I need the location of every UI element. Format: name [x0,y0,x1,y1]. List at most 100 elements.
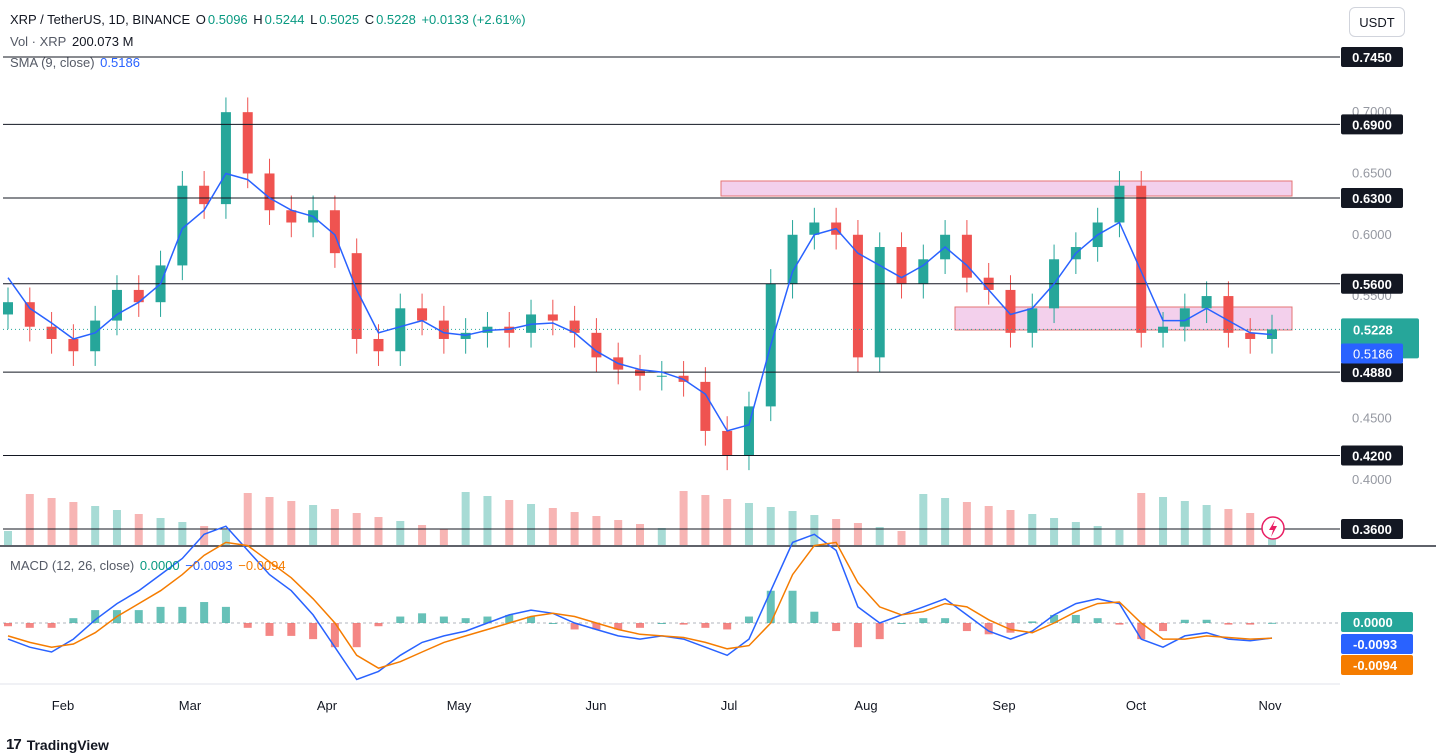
brand-name: TradingView [26,736,109,753]
macd-histogram-bar [221,606,230,623]
macd-histogram-bar [657,623,666,624]
low-value: 0.5025 [319,12,360,27]
level-badge [1341,519,1403,539]
volume-bar [548,508,557,545]
volume-bar [1159,497,1168,545]
quote-currency-button[interactable]: USDT [1349,7,1405,37]
candle-body [591,332,602,358]
volume-bar [396,521,405,545]
macd-histogram-bar [832,623,841,632]
candle-body [1223,296,1234,333]
macd-histogram-bar [265,623,274,636]
macd-histogram-bar [439,616,448,623]
volume-bar [679,491,688,545]
macd-label: MACD (12, 26, close) [10,558,135,573]
level-badge-label: 0.7450 [1352,50,1392,65]
macd-histogram-bar [1071,614,1080,623]
macd-histogram-bar [178,606,187,623]
volume-bar [4,531,12,545]
time-axis-label: Mar [179,698,202,713]
candle-body [68,338,79,352]
low-label: L [310,12,318,27]
tradingview-brand[interactable]: 17 TradingView [6,736,109,753]
volume-bar [614,520,623,545]
volume-bar [744,503,753,545]
candle-body [743,406,754,456]
symbol-header: XRP / TetherUS, 1D, BINANCE O 0.5096 H 0.5… [10,12,528,27]
macd-histogram-bar [810,611,819,623]
candle-body [635,369,645,376]
candle-body [547,314,558,321]
macd-histogram-bar [701,623,710,628]
volume-bar [592,516,601,545]
macd-histogram-bar [723,623,732,630]
sma-value: 0.5186 [100,55,140,70]
volume-bar [1180,501,1189,545]
candle-body [918,259,929,284]
macd-histogram-bar [919,618,928,623]
macd-histogram-bar [962,623,971,632]
volume-legend: Vol · XRP 200.073 M [10,34,135,49]
volume-bar [439,529,448,545]
time-axis-label: Feb [52,698,74,713]
volume-bar [723,499,732,545]
volume-bar [636,524,644,545]
volume-bar [200,526,209,545]
candle-body [852,234,863,358]
macd-histogram-bar [788,590,797,623]
level-badge [1341,114,1403,135]
candle-body [809,222,820,235]
candle-body [220,112,231,205]
macd-legend: MACD (12, 26, close) 0.0000 −0.0093 −0.0… [10,558,288,573]
candle-body [1027,308,1038,333]
open-label: O [195,12,206,27]
macd-histogram-bar [156,606,165,623]
volume-bar [25,494,34,545]
candle-body [417,308,428,321]
time-axis-label: Oct [1126,698,1147,713]
volume-bar [810,515,819,545]
candle-body [177,185,188,266]
candle-body [1114,185,1125,223]
volume-bar [832,519,841,545]
macd-histogram-bar [461,618,470,623]
macd-value-badge-label: -0.0093 [1353,637,1397,652]
level-badge [1341,187,1403,208]
candle-body [1201,296,1212,309]
volume-bar [330,509,339,545]
candle-body [3,302,13,315]
macd-histogram-bar [396,616,405,623]
volume-bar [505,500,514,545]
volume-bar [875,527,884,545]
macd-histogram-bar [1028,621,1037,623]
candle-body [700,381,711,431]
volume-bar [766,507,775,545]
volume-label: Vol · XRP [10,34,67,49]
support-zone [954,306,1293,331]
macd-histogram-bar [374,623,383,627]
volume-bar [919,494,928,545]
macd-line [7,525,1273,681]
level-badge-label: 0.5600 [1352,277,1392,292]
volume-bar [1071,522,1080,545]
macd-histogram-bar [1115,623,1124,625]
price-tick-label: 0.6000 [1352,227,1392,242]
macd-hist-value: 0.0000 [139,558,180,573]
macd-histogram-bar [548,623,557,624]
sma-badge-label: 0.5186 [1353,347,1393,362]
candle-body [351,253,362,339]
volume-bar [1093,526,1102,545]
macd-histogram-bar [352,623,361,648]
macd-histogram-bar [1180,619,1189,623]
time-axis-label: Sep [992,698,1015,713]
level-badge-label: 0.4200 [1352,448,1392,463]
macd-zero-badge-label: 0.0000 [1353,615,1393,630]
macd-line-value: −0.0093 [185,558,233,573]
candle-body [1136,185,1147,333]
candle-body [722,430,733,456]
high-value: 0.5244 [264,12,305,27]
volume-bar [483,496,492,545]
resistance-zone [720,180,1293,197]
macd-histogram-bar [744,616,753,623]
